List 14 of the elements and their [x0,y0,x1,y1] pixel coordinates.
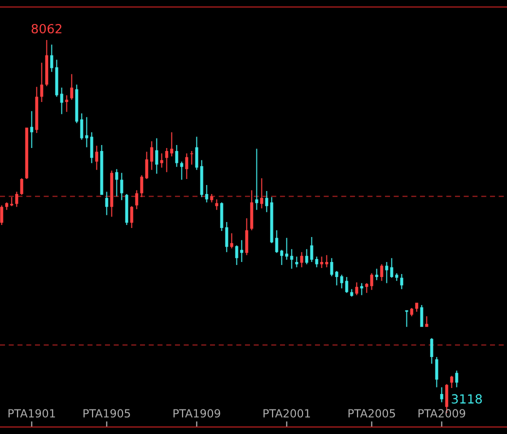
candlestick [405,310,408,327]
x-tick-label: PTA2001 [264,409,310,418]
x-tick-label: PTA2009 [418,409,466,418]
x-tick-label: PTA2005 [348,409,395,418]
candlestick [255,148,258,210]
candlestick [360,283,364,296]
x-tick-label: PTA1909 [174,409,220,418]
candlestick [190,151,194,165]
annotation: 8062 [32,24,62,34]
candlestick [240,240,244,262]
x-tick-label: PTA1901 [8,409,55,418]
annotation: 3118 [452,394,482,404]
x-tick-label: PTA1905 [84,409,130,418]
candlestick [85,117,88,148]
